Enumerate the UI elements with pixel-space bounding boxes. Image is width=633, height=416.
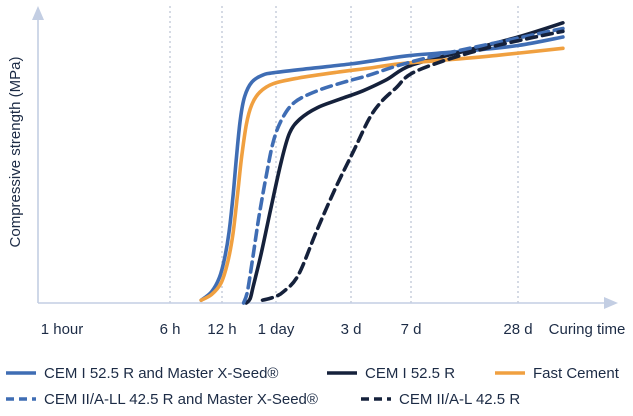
series-line (199, 46, 565, 302)
series-line (244, 21, 565, 305)
x-tick-label: 1 hour (41, 321, 84, 338)
x-tick-label: 28 d (503, 321, 532, 338)
legend-label: CEM I 52.5 R (365, 365, 455, 382)
x-axis-arrowhead (604, 297, 618, 309)
x-tick-label: 6 h (160, 321, 181, 338)
x-tick-label: 3 d (341, 321, 362, 338)
x-axis-title: Curing time (549, 321, 626, 338)
series-lines (199, 21, 565, 305)
x-tick-label: 12 h (207, 321, 236, 338)
legend: CEM I 52.5 R and Master X-Seed® CEM I 52.… (6, 365, 620, 408)
series-line (260, 29, 565, 302)
legend-label: CEM II/A-LL 42.5 R and Master X-Seed® (44, 391, 318, 408)
y-axis-title: Compressive strength (MPa) (7, 57, 24, 248)
series-line (199, 35, 565, 302)
legend-label: CEM I 52.5 R and Master X-Seed® (44, 365, 279, 382)
legend-label: CEM II/A-L 42.5 R (399, 391, 520, 408)
legend-label: Fast Cement (533, 365, 620, 382)
series-line (241, 26, 565, 305)
axes (32, 6, 618, 309)
x-tick-label: 1 day (258, 321, 295, 338)
x-tick-labels: 1 hour 6 h 12 h 1 day 3 d 7 d 28 d (41, 321, 533, 338)
x-tick-label: 7 d (401, 321, 422, 338)
y-axis-arrowhead (32, 6, 44, 20)
